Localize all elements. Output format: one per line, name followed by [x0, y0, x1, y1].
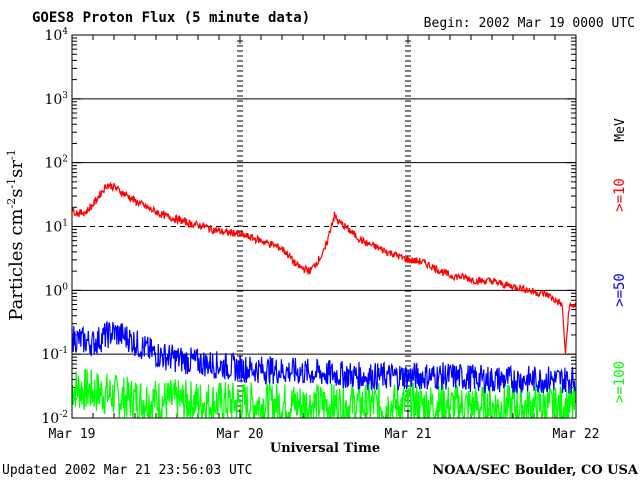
data-series	[71, 181, 576, 420]
legend-entry: >=100	[612, 361, 628, 403]
gridlines	[72, 40, 576, 412]
x-tick-label: Mar 22	[553, 427, 600, 442]
y-tick-labels: 10-2 10-1 100 101 102 103 104	[41, 27, 68, 427]
begin-date: Begin: 2002 Mar 19 0000 UTC	[424, 16, 635, 31]
header: GOES8 Proton Flux (5 minute data) Begin:…	[32, 10, 635, 31]
legend-unit: MeV	[613, 118, 628, 142]
y-tick-label: 100	[44, 282, 68, 299]
y-tick-label: 104	[44, 27, 68, 44]
x-tick-label: Mar 19	[49, 427, 96, 442]
updated-timestamp: Updated 2002 Mar 21 23:56:03 UTC	[2, 463, 252, 478]
x-tick-label: Mar 21	[385, 427, 432, 442]
series-line->=50	[71, 321, 576, 394]
series-line->=100	[71, 368, 576, 420]
x-axis-title: Universal Time	[270, 441, 380, 456]
chart-title: GOES8 Proton Flux (5 minute data)	[32, 10, 310, 26]
series-line->=10	[71, 181, 576, 355]
y-axis-title: Particles cm-2s-1sr-1	[5, 149, 27, 320]
x-tick-label: Mar 20	[217, 427, 264, 442]
credit: NOAA/SEC Boulder, CO USA	[432, 463, 639, 478]
legend-entry: >=50	[612, 273, 628, 307]
footer: Updated 2002 Mar 21 23:56:03 UTC NOAA/SE…	[2, 463, 639, 478]
plot-frame	[71, 34, 577, 419]
y-tick-label: 102	[44, 155, 68, 172]
y-tick-label: 101	[44, 219, 68, 236]
legend-entry: >=10	[612, 178, 628, 212]
y-tick-label: 10-2	[41, 410, 68, 427]
y-tick-label: 10-1	[41, 346, 68, 363]
y-tick-label: 103	[44, 91, 68, 108]
legend: MeV >=10 >=50 >=100	[612, 118, 628, 403]
axis-ticks	[71, 35, 577, 419]
x-tick-labels: Mar 19 Mar 20 Mar 21 Mar 22	[49, 427, 600, 442]
